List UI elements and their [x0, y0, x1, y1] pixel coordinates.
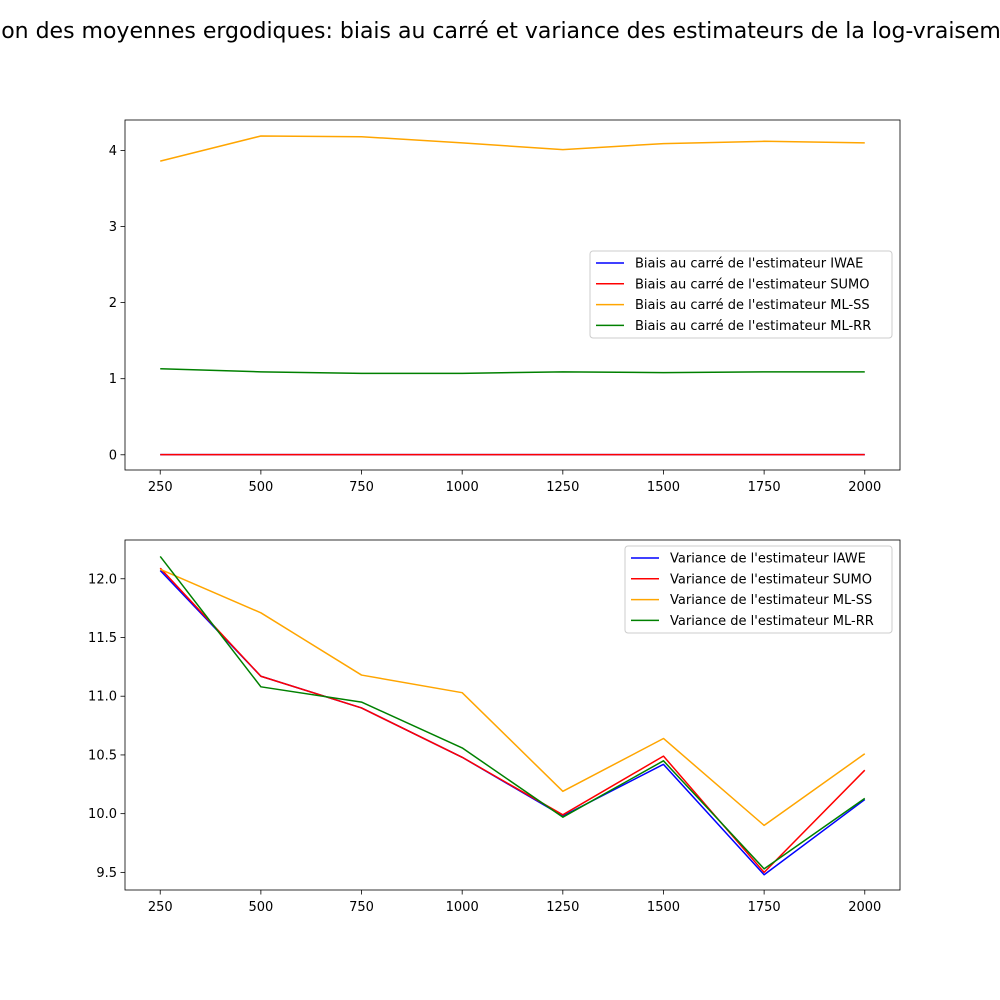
x-tick-label: 1250 [546, 900, 579, 915]
legend-label: Biais au carré de l'estimateur ML-SS [635, 298, 870, 313]
legend: Biais au carré de l'estimateur IWAE Biais… [589, 250, 893, 339]
x-tick-label: 1250 [546, 480, 579, 495]
x-tick-label: 500 [248, 900, 273, 915]
series-line-4 [160, 368, 865, 375]
x-tick-label: 1000 [446, 900, 479, 915]
x-tick-label: 750 [349, 900, 374, 915]
x-tick-label: 750 [349, 480, 374, 495]
y-tick-label: 1 [109, 372, 117, 387]
series-line-3 [159, 568, 866, 827]
legend-label: Variance de l'estimateur ML-SS [670, 593, 872, 608]
y-tick-label: 11.0 [88, 690, 117, 705]
x-tick-label: 1500 [647, 480, 680, 495]
x-tick-label: 2000 [848, 480, 881, 495]
y-tick-label: 11.5 [88, 631, 117, 646]
y-tick-label: 2 [109, 296, 117, 311]
x-tick-label: 1000 [446, 480, 479, 495]
legend-label: Variance de l'estimateur IAWE [670, 552, 866, 567]
x-tick-label: 250 [148, 480, 173, 495]
legend-label: Biais au carré de l'estimateur ML-RR [635, 319, 871, 334]
x-tick-label: 2000 [848, 900, 881, 915]
series-line-4 [159, 555, 866, 870]
figure-title: Évolution des moyennes ergodiques: biais… [0, 18, 1000, 44]
plots-container: 250 500 750 1000 1250 1500 1750 2000 0 1 2 3 4 Biais … [88, 119, 901, 915]
legend-label: Variance de l'estimateur SUMO [670, 572, 872, 587]
y-tick-label: 4 [109, 144, 117, 159]
legend-box [624, 545, 893, 634]
x-tick-label: 1750 [748, 900, 781, 915]
legend-label: Biais au carré de l'estimateur IWAE [635, 257, 863, 272]
x-tick-label: 500 [248, 480, 273, 495]
axes-frame [124, 119, 901, 471]
x-tick-label: 250 [148, 900, 173, 915]
legend-label: Variance de l'estimateur ML-RR [670, 614, 874, 629]
y-tick-label: 12.0 [88, 572, 117, 587]
series-line-2 [159, 567, 866, 874]
y-tick-label: 9.5 [96, 866, 117, 881]
x-tick-label: 1750 [748, 480, 781, 495]
y-tick-label: 10.5 [88, 748, 117, 763]
y-tick-label: 0 [109, 448, 117, 463]
x-tick-label: 1500 [647, 900, 680, 915]
axes-frame [124, 539, 901, 891]
chart-1: 250 500 750 1000 1250 1500 1750 2000 0 1 2 3 4 Biais … [109, 119, 901, 495]
y-tick-label: 3 [109, 220, 117, 235]
chart-2: 250 500 750 1000 1250 1500 1750 2000 9.5 10.0 10.5… [88, 539, 901, 915]
series-line-3 [160, 135, 865, 162]
y-tick-label: 10.0 [88, 807, 117, 822]
legend-box [589, 250, 893, 339]
legend: Variance de l'estimateur IAWE Variance de… [624, 545, 893, 634]
legend-label: Biais au carré de l'estimateur SUMO [635, 277, 869, 292]
